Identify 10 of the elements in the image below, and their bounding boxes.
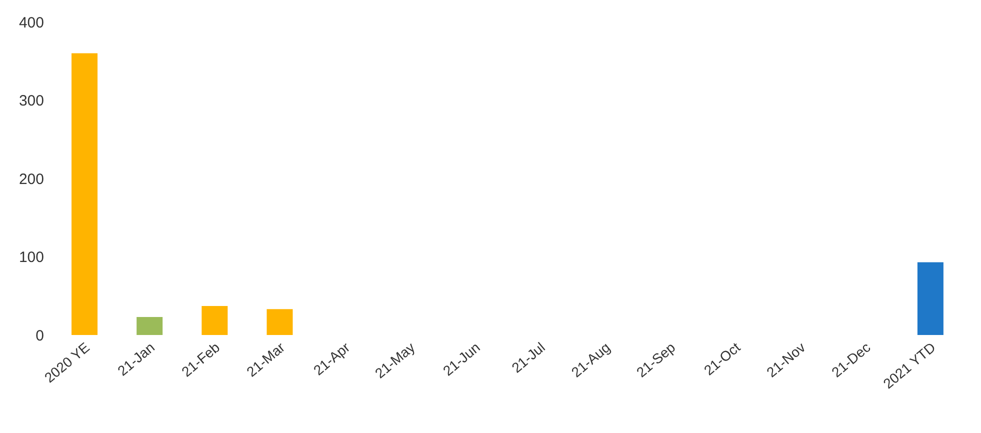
y-tick-label: 200 [18,170,44,188]
bar [136,317,163,335]
y-tick-label: 0 [36,327,44,344]
bar [202,306,228,335]
y-tick-label: 100 [18,249,44,266]
bar [917,262,944,335]
y-tick-label: 400 [18,14,44,32]
y-tick-label: 300 [18,92,44,110]
bar [72,53,98,335]
bar [266,309,293,335]
